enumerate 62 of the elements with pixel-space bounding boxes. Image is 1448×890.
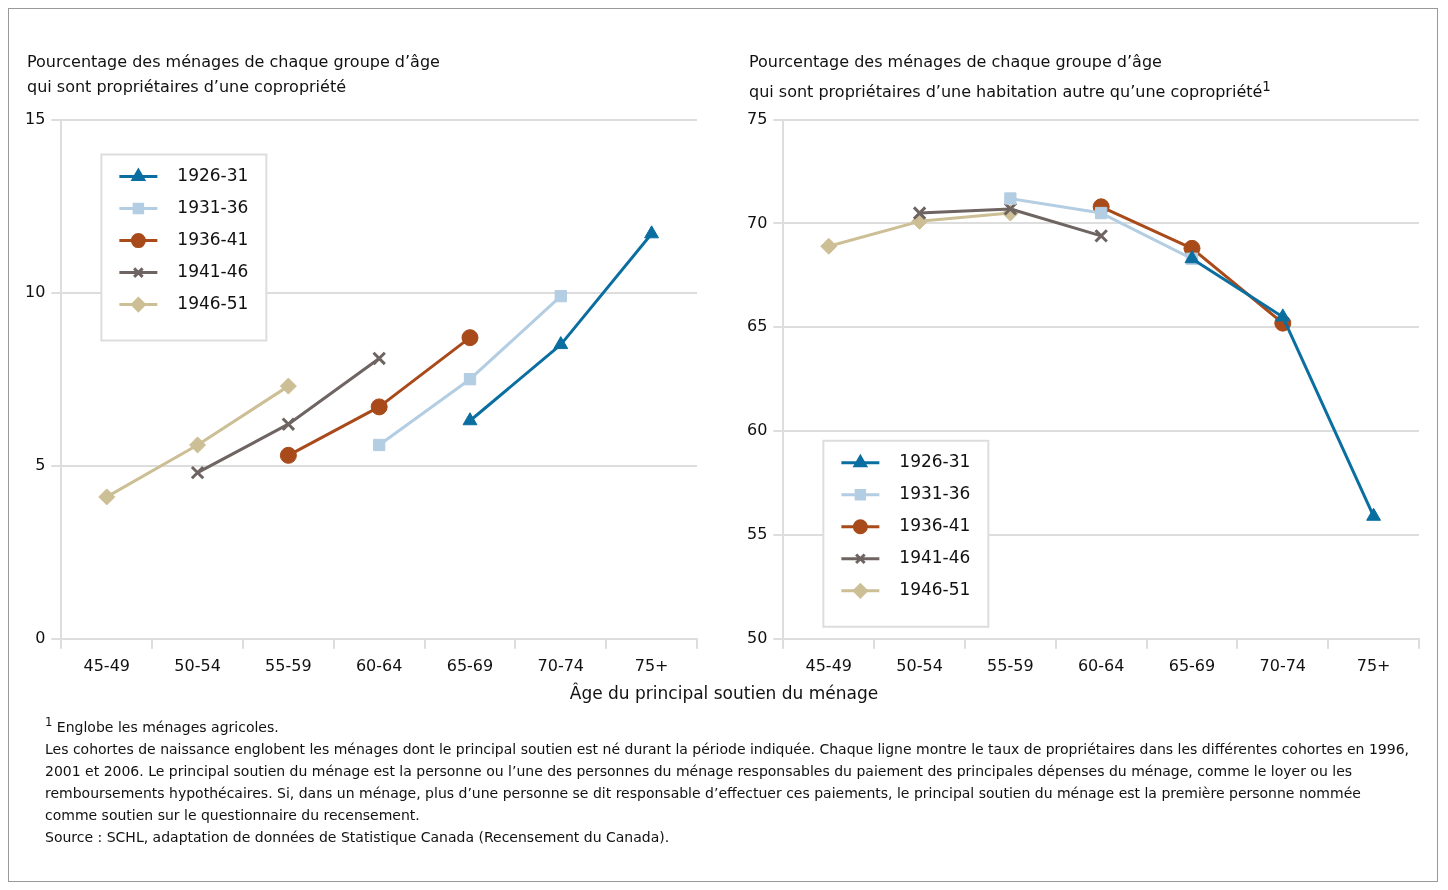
x-tick-label: 45-49: [83, 655, 131, 675]
y-tick-label: 55: [747, 524, 768, 544]
legend-label: 1926-31: [899, 451, 971, 472]
chart-title: Pourcentage des ménages de chaque groupe d’âge qui sont propriétaires d’une habitation autre qu’une copropriété$^{1}$: [749, 51, 1272, 104]
legend-label: 1936-41: [899, 515, 971, 536]
x-tick-label: 75+: [1356, 655, 1391, 675]
y-tick-label: 0: [35, 627, 46, 647]
point: [462, 412, 478, 426]
y-tick-label: 10: [25, 281, 46, 301]
point: [554, 289, 567, 303]
source-note: Source : SCHL, adaptation de données de Statistique Canada (Recensement du Canada).: [45, 827, 671, 847]
point: [1004, 192, 1017, 205]
point: [644, 225, 660, 239]
chart-title: Pourcentage des ménages de chaque groupe d’âge qui sont propriétaires d’une copropriété: [27, 51, 441, 98]
x-tick-label: 45-49: [805, 655, 853, 675]
point: [372, 351, 387, 366]
point: [1275, 308, 1291, 322]
point: [98, 488, 116, 506]
y-tick-label: 65: [747, 316, 768, 336]
legend-label: 1946-51: [899, 579, 971, 600]
legend-label: 1936-41: [177, 229, 249, 250]
point: [553, 336, 569, 350]
point: [281, 417, 296, 432]
legend-label: 1926-31: [177, 165, 249, 186]
point: [373, 438, 386, 452]
point: [189, 436, 207, 454]
legend-label: 1931-36: [899, 483, 971, 504]
y-tick-label: 70: [747, 212, 768, 232]
legend-label: 1941-46: [177, 261, 249, 282]
x-tick-label: 60-64: [1077, 655, 1125, 675]
legend-label: 1946-51: [177, 293, 249, 314]
x-tick-label: 50-54: [174, 655, 221, 675]
point: [370, 398, 388, 416]
legend-label: 1941-46: [899, 547, 971, 568]
x-tick-label: 55-59: [265, 655, 312, 675]
x-tick-label: 55-59: [987, 655, 1034, 675]
y-tick-label: 60: [747, 420, 768, 440]
point: [1094, 228, 1109, 244]
x-tick-label: 70-74: [537, 655, 585, 675]
point: [912, 205, 927, 221]
text: Les cohortes de naissance englobent les ménages dont le principal soutien est né durant la période indiquée. Chaque ligne montre le taux de propriétaires dans les différentes cohortes en 1996, 2001 et 2006. Le principal soutien du ménage est la personne ou l’une des personnes du ménage responsables du paiement des principales dépenses du ménage, comme le loyer ou les remboursements hypothécaires. Si, dans un ménage, plus d’une personne se dit responsable d’effectuer ces paiements, le principal soutien du ménage est la première personne nommée comme soutien sur le questionnaire du recensement.: [45, 739, 1410, 825]
x-tick-label: 75+: [634, 655, 669, 675]
point: [1095, 206, 1108, 220]
x-tick-label: 60-64: [355, 655, 403, 675]
x-tick-label: 50-54: [896, 655, 943, 675]
y-tick-label: 50: [747, 627, 768, 647]
text: $^{1}$ Englobe les ménages agricoles.: [45, 714, 280, 737]
legend-label: 1931-36: [177, 197, 249, 218]
x-tick-label: 65-69: [1168, 655, 1216, 675]
y-tick-label: 15: [25, 108, 46, 128]
point: [279, 377, 297, 395]
x-tick-label: 65-69: [446, 655, 494, 675]
x-tick-label: 70-74: [1259, 655, 1307, 675]
y-tick-label: 5: [35, 454, 46, 474]
point: [820, 237, 838, 255]
point: [279, 446, 297, 464]
y-tick-label: 75: [747, 108, 768, 128]
point: [190, 465, 205, 480]
point: [461, 329, 479, 347]
point: [463, 373, 477, 386]
x-axis-title: Âge du principal soutien du ménage: [568, 683, 880, 703]
point: [1366, 507, 1382, 521]
